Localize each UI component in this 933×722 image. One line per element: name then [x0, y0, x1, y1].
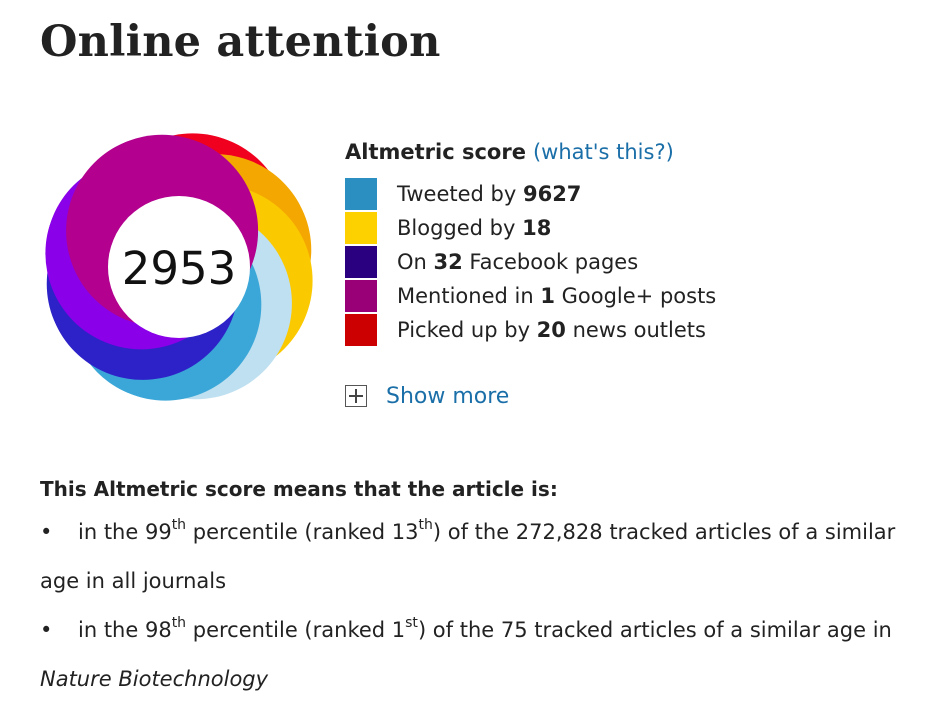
percentile-item-journal: • in the 98th percentile (ranked 1st) of … — [40, 606, 920, 704]
legend-item-facebook: On 32 Facebook pages — [345, 245, 915, 279]
facebook-swatch — [345, 246, 377, 278]
score-meaning-heading: This Altmetric score means that the arti… — [40, 477, 558, 501]
legend-text: Blogged by 18 — [397, 216, 552, 240]
legend-text: Tweeted by 9627 — [397, 182, 582, 206]
legend-text: On 32 Facebook pages — [397, 250, 639, 274]
altmetric-donut-graphic: 2953 — [45, 133, 313, 401]
whats-this-link[interactable]: (what's this?) — [532, 140, 674, 164]
legend-item-news: Picked up by 20 news outlets — [345, 313, 915, 347]
score-meaning: This Altmetric score means that the arti… — [40, 470, 920, 704]
legend-text: Picked up by 20 news outlets — [397, 318, 706, 342]
percentile-item-all-journals: • in the 99th percentile (ranked 13th) of… — [40, 508, 920, 606]
twitter-swatch — [345, 178, 377, 210]
mention-legend: Tweeted by 9627 Blogged by 18 On 32 Face… — [345, 177, 915, 347]
altmetric-panel: Altmetric score (what's this?) Tweeted b… — [345, 134, 915, 413]
legend-item-googleplus: Mentioned in 1 Google+ posts — [345, 279, 915, 313]
plus-box-icon[interactable] — [345, 385, 367, 407]
altmetric-heading: Altmetric score (what's this?) — [345, 134, 915, 171]
page-title: Online attention — [40, 17, 441, 67]
show-more-link[interactable]: Show more — [386, 383, 510, 409]
legend-item-blogs: Blogged by 18 — [345, 211, 915, 245]
legend-text: Mentioned in 1 Google+ posts — [397, 284, 717, 308]
donut-center — [108, 196, 250, 338]
altmetric-score-label: Altmetric score — [345, 140, 526, 164]
legend-item-twitter: Tweeted by 9627 — [345, 177, 915, 211]
journal-name: Nature Biotechnology — [40, 667, 269, 691]
googleplus-swatch — [345, 280, 377, 312]
blogs-swatch — [345, 212, 377, 244]
bullet: • — [40, 618, 53, 642]
altmetric-donut[interactable]: 2953 — [40, 128, 318, 406]
bullet: • — [40, 520, 53, 544]
altmetric-score-number: 2953 — [122, 242, 237, 295]
show-more-toggle[interactable]: Show more — [345, 379, 915, 413]
news-swatch — [345, 314, 377, 346]
percentile-list: • in the 99th percentile (ranked 13th) of… — [40, 508, 920, 704]
